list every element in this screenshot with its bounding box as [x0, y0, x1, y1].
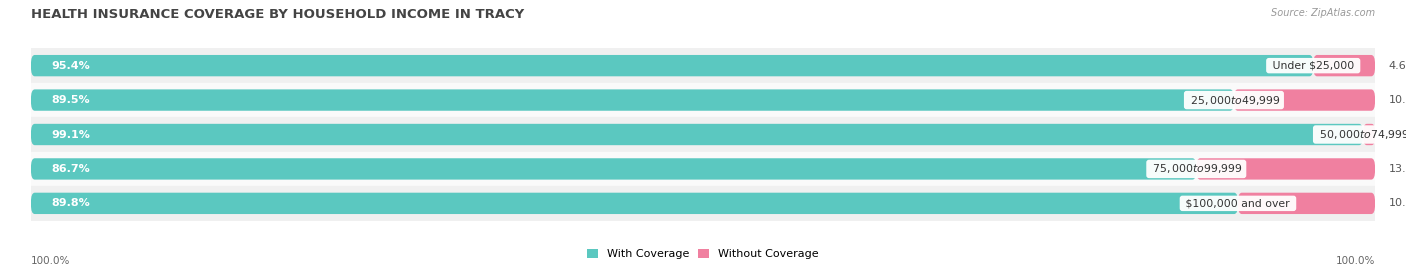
FancyBboxPatch shape [31, 158, 1197, 180]
FancyBboxPatch shape [31, 193, 1237, 214]
Text: $100,000 and over: $100,000 and over [1182, 198, 1294, 208]
Text: 10.2%: 10.2% [1389, 198, 1406, 208]
Text: 99.1%: 99.1% [51, 129, 90, 140]
FancyBboxPatch shape [1234, 89, 1375, 111]
Legend: With Coverage, Without Coverage: With Coverage, Without Coverage [582, 244, 824, 263]
Bar [31, 186, 1375, 221]
FancyBboxPatch shape [1237, 193, 1375, 214]
Bar [31, 117, 1375, 152]
Text: 95.4%: 95.4% [51, 61, 90, 71]
Text: 89.5%: 89.5% [51, 95, 90, 105]
Text: Under $25,000: Under $25,000 [1268, 61, 1358, 71]
Text: 100.0%: 100.0% [1336, 256, 1375, 266]
Text: HEALTH INSURANCE COVERAGE BY HOUSEHOLD INCOME IN TRACY: HEALTH INSURANCE COVERAGE BY HOUSEHOLD I… [31, 8, 524, 21]
FancyBboxPatch shape [31, 55, 1313, 76]
Text: 86.7%: 86.7% [51, 164, 90, 174]
Text: $50,000 to $74,999: $50,000 to $74,999 [1316, 128, 1406, 141]
FancyBboxPatch shape [1313, 55, 1375, 76]
Bar [31, 48, 1375, 83]
FancyBboxPatch shape [31, 124, 1362, 145]
Bar [31, 152, 1375, 186]
Text: 0.93%: 0.93% [1389, 129, 1406, 140]
Bar [31, 83, 1375, 117]
Text: 13.3%: 13.3% [1389, 164, 1406, 174]
FancyBboxPatch shape [31, 89, 1234, 111]
Text: 100.0%: 100.0% [31, 256, 70, 266]
Text: Source: ZipAtlas.com: Source: ZipAtlas.com [1271, 8, 1375, 18]
Text: 10.5%: 10.5% [1389, 95, 1406, 105]
Text: 89.8%: 89.8% [51, 198, 90, 208]
Text: $25,000 to $49,999: $25,000 to $49,999 [1187, 94, 1281, 107]
FancyBboxPatch shape [1362, 124, 1375, 145]
Text: $75,000 to $99,999: $75,000 to $99,999 [1149, 162, 1243, 175]
Text: 4.6%: 4.6% [1389, 61, 1406, 71]
FancyBboxPatch shape [1197, 158, 1375, 180]
